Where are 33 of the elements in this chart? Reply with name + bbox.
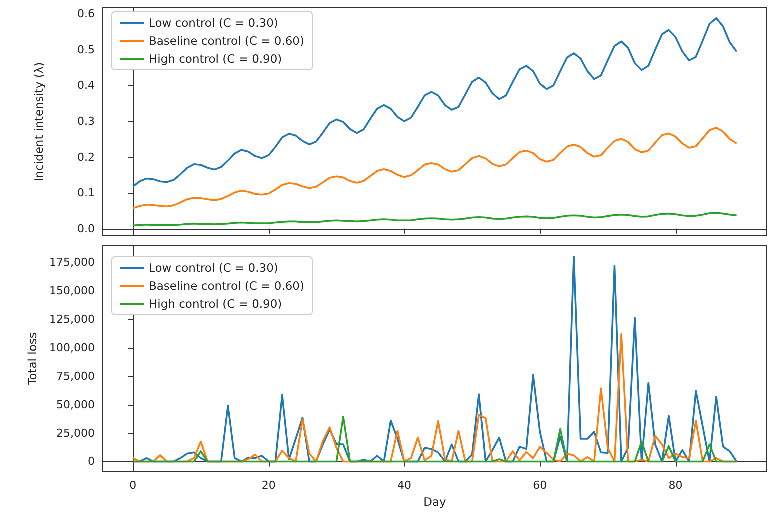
x-tick-label: 80 xyxy=(668,479,683,492)
y-tick-label: 175,000 xyxy=(50,256,95,270)
y-tick-label: 0.5 xyxy=(78,43,95,56)
x-tick-label: 60 xyxy=(533,479,548,492)
y-tick-label: 50,000 xyxy=(56,398,95,412)
line-series xyxy=(132,212,738,227)
legend-label: Baseline control (C = 0.60) xyxy=(149,279,304,293)
y-axis-title: Total loss xyxy=(26,332,40,386)
x-tick-label: 20 xyxy=(262,479,276,492)
y-tick-label: 100,000 xyxy=(50,341,95,354)
y-tick-label: 0 xyxy=(88,455,95,468)
y-tick-label: 0.2 xyxy=(78,150,95,164)
legend-label: High control (C = 0.90) xyxy=(149,52,282,66)
x-tick-label: 40 xyxy=(397,479,412,492)
y-tick-label: 125,000 xyxy=(50,312,95,326)
y-tick-label: 150,000 xyxy=(50,284,95,298)
legend-label: Low control (C = 0.30) xyxy=(149,261,278,275)
x-tick-label: 0 xyxy=(130,479,137,492)
legend-label: Baseline control (C = 0.60) xyxy=(149,34,304,48)
y-tick-label: 0.4 xyxy=(78,79,95,92)
y-tick-label: 25,000 xyxy=(56,426,95,440)
legend-label: High control (C = 0.90) xyxy=(149,297,282,311)
y-axis-title: Incident intensity (λ) xyxy=(32,62,46,182)
y-tick-label: 0.3 xyxy=(78,114,95,128)
line-series xyxy=(132,127,738,210)
y-tick-label: 75,000 xyxy=(56,370,95,383)
x-axis-title: Day xyxy=(424,495,447,509)
y-tick-label: 0.1 xyxy=(78,186,95,200)
legend-label: Low control (C = 0.30) xyxy=(149,16,278,30)
line-series xyxy=(132,17,738,188)
y-tick-label: 0.6 xyxy=(78,8,95,21)
y-tick-label: 0.0 xyxy=(78,222,95,236)
line-series xyxy=(132,416,738,463)
